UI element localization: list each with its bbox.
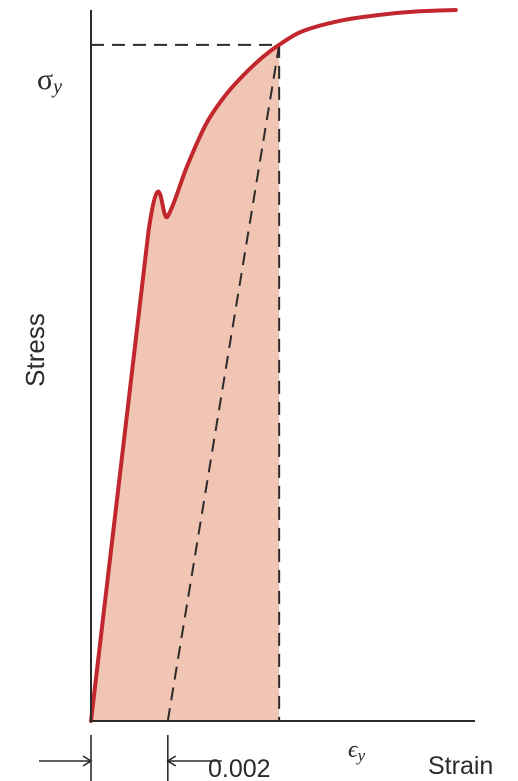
y-axis-label: Stress [20,313,50,387]
yield-strain-label: ϵy [348,737,366,765]
offset-arrow-left-head [82,755,93,767]
offset-dimension-marker [39,735,222,781]
offset-line [166,44,281,722]
stress-strain-curve [89,8,458,723]
offset-arrow-right-head [166,755,177,767]
offset-value-label: 0.002 [208,755,271,781]
shaded-area-under-curve [91,44,280,721]
x-axis-label: Strain [428,752,493,780]
yield-stress-label: σy [37,63,62,98]
